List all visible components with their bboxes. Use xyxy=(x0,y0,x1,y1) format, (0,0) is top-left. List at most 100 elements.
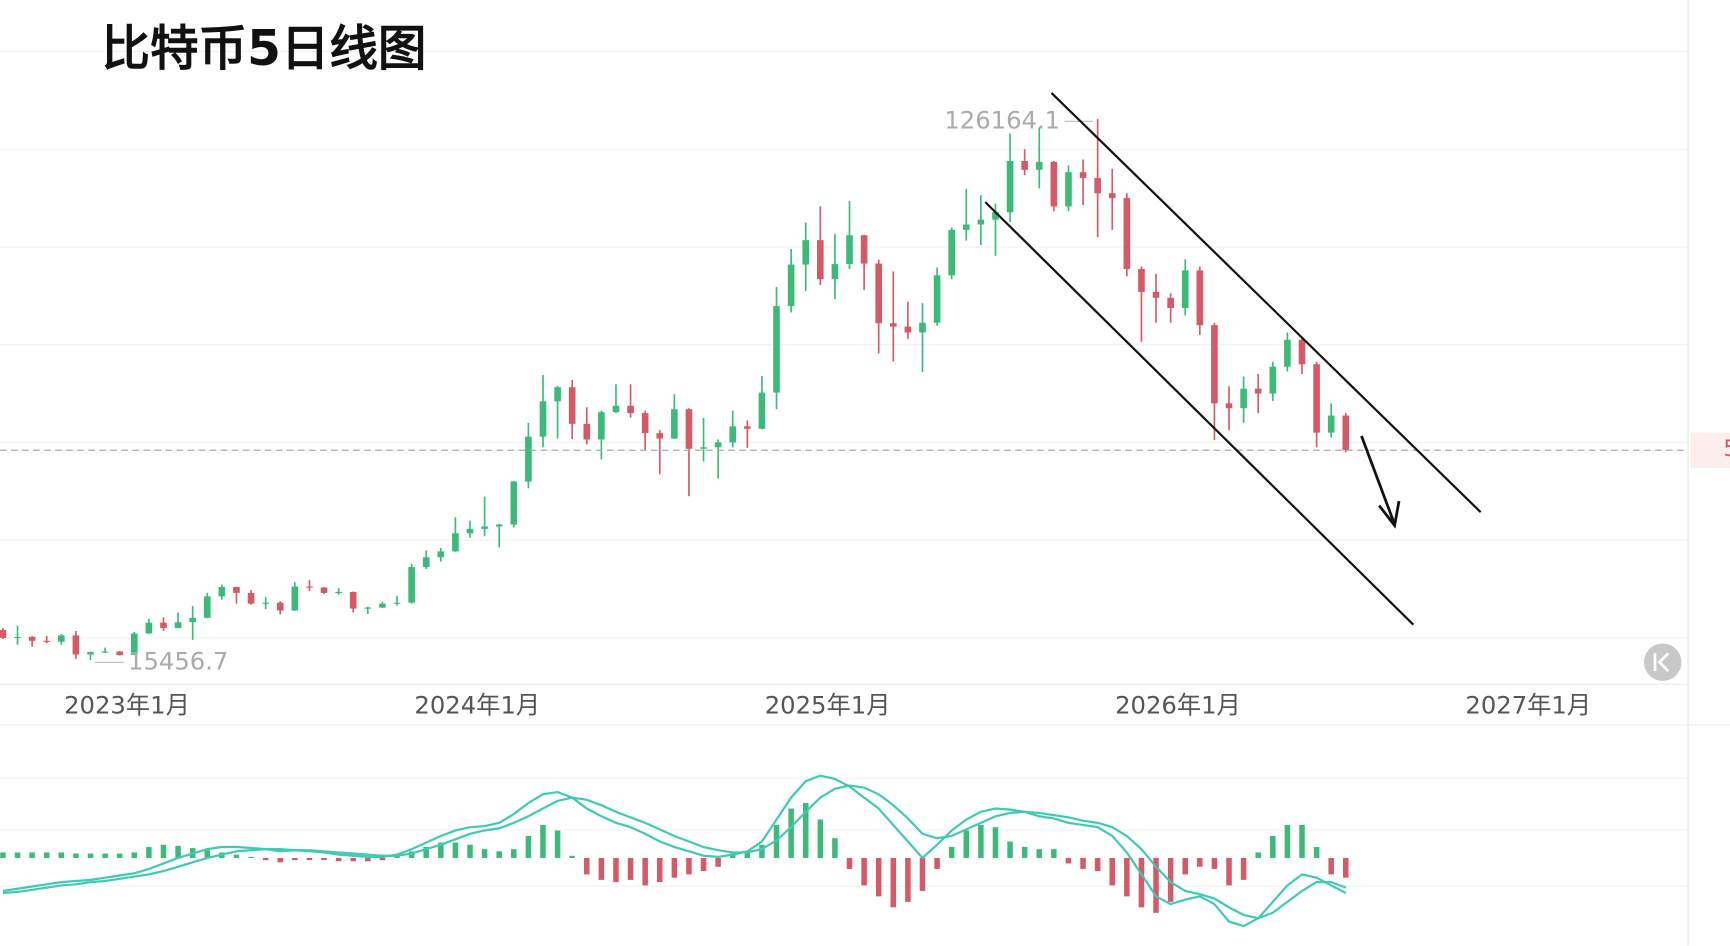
macd-bar xyxy=(788,808,794,858)
macd-bar xyxy=(29,852,35,858)
macd-bar xyxy=(1036,849,1043,858)
macd-bar xyxy=(1109,857,1116,886)
reset-icon[interactable] xyxy=(1653,652,1670,673)
candle-body xyxy=(335,591,342,594)
candle-body xyxy=(568,387,576,424)
candle-body xyxy=(831,264,839,280)
candle-body xyxy=(1313,364,1320,433)
candle-body xyxy=(875,263,883,324)
macd-bar xyxy=(934,857,940,869)
candle-body xyxy=(247,592,255,604)
macd-bar xyxy=(350,857,356,862)
macd-bar xyxy=(1138,857,1145,908)
candle-body xyxy=(1123,198,1131,269)
candle-body xyxy=(700,447,707,449)
macd-bar xyxy=(525,835,532,858)
candle-body xyxy=(422,557,430,568)
macd-bar xyxy=(1167,857,1174,902)
candle-body xyxy=(1211,325,1218,404)
macd-bar xyxy=(1080,857,1086,869)
arrow-shaft xyxy=(1360,435,1396,525)
candle-body xyxy=(525,436,532,482)
macd-bar xyxy=(379,857,386,861)
macd-bar xyxy=(1182,857,1188,875)
candle-body xyxy=(160,622,167,629)
reset-button-bg[interactable] xyxy=(1643,643,1682,681)
macd-bar xyxy=(875,857,882,897)
macd-bar xyxy=(802,803,809,858)
candle-body xyxy=(948,229,955,276)
macd-bar xyxy=(306,857,313,861)
candle-body xyxy=(393,602,401,604)
x-tick-label: 2024年1月 xyxy=(414,690,540,719)
candle-body xyxy=(174,622,182,629)
candle-body xyxy=(408,567,415,603)
candle-body xyxy=(1050,161,1058,207)
macd-bar xyxy=(423,846,429,858)
candle-body xyxy=(671,409,678,439)
candle-body xyxy=(1006,160,1014,213)
macd-bar xyxy=(467,844,473,858)
macd-dea-line xyxy=(2,784,1347,920)
channel-upper xyxy=(1050,92,1482,513)
macd-bar xyxy=(1299,825,1305,858)
candle-body xyxy=(656,433,664,439)
macd-bar xyxy=(1313,846,1320,858)
candle-body xyxy=(1138,268,1145,292)
macd-bar xyxy=(1343,857,1349,878)
candle-body xyxy=(1065,172,1072,207)
macd-bar xyxy=(1240,857,1247,880)
candle-body xyxy=(1108,193,1116,199)
macd-bar xyxy=(1124,857,1130,897)
candle-body xyxy=(28,636,36,641)
candle-body xyxy=(598,412,605,440)
macd-bar xyxy=(919,857,926,891)
macd-bar xyxy=(496,851,502,858)
candle-body xyxy=(203,596,211,618)
candle-body xyxy=(889,323,897,327)
macd-bar xyxy=(1021,846,1028,858)
macd-bar xyxy=(102,853,108,858)
macd-bar xyxy=(890,857,897,908)
candle-body xyxy=(933,275,941,323)
candle-body xyxy=(539,401,547,437)
macd-bar xyxy=(992,827,999,858)
macd-bar xyxy=(14,852,21,858)
reset-button[interactable] xyxy=(1643,643,1682,681)
candle-body xyxy=(992,212,999,220)
macd-bar xyxy=(1007,841,1013,858)
candle-body xyxy=(1152,291,1160,298)
candle-body xyxy=(1021,160,1028,170)
candle-body xyxy=(627,405,634,414)
candle-body xyxy=(291,586,299,611)
macd-bar xyxy=(1065,857,1072,864)
candle-body xyxy=(1035,161,1043,170)
channel-lower xyxy=(984,201,1415,626)
macd-bar xyxy=(963,830,970,858)
last-price-tag xyxy=(1690,432,1730,468)
macd-bar xyxy=(365,857,371,862)
macd-bar xyxy=(554,830,561,858)
macd-bar xyxy=(438,842,444,858)
macd-bar xyxy=(656,857,663,883)
macd-bar xyxy=(744,851,751,858)
candle-body xyxy=(1284,339,1291,367)
macd-bar xyxy=(948,846,955,858)
candle-body xyxy=(773,306,780,393)
candle-body xyxy=(846,235,853,265)
macd-bar xyxy=(1197,857,1203,867)
candle-body xyxy=(1298,339,1306,365)
macd-bar xyxy=(584,857,590,875)
macd-bar xyxy=(233,854,240,858)
high-label: 126164.1 xyxy=(944,105,1060,134)
candle-body xyxy=(758,392,766,429)
marks: 2023年1月 2024年1月 2025年1月 2026年1月 2027年1月 12616… xyxy=(0,105,1730,928)
candle-body xyxy=(262,602,269,604)
macd-bar xyxy=(452,842,459,858)
low-label: 15456.7 xyxy=(128,646,228,675)
macd-bar xyxy=(642,857,648,886)
candle-body xyxy=(977,219,985,225)
candle-body xyxy=(481,526,488,529)
candle-body xyxy=(379,603,386,608)
